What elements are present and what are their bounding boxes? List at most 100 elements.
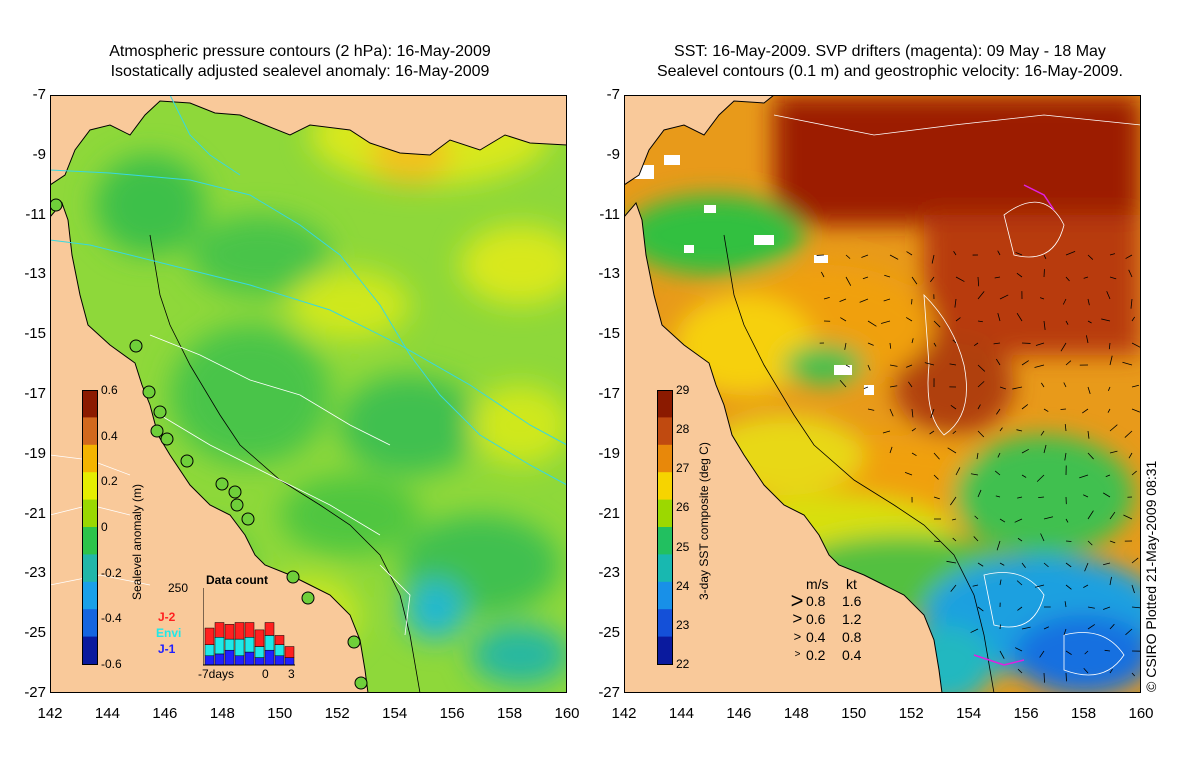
velocity-legend-ms: 0.4 — [806, 629, 826, 645]
velocity-arrow — [977, 291, 985, 300]
histogram-bar-envi — [264, 635, 275, 651]
sealevel-colorbar-segment — [82, 527, 98, 555]
velocity-arrow — [1021, 626, 1031, 630]
sealevel-colorbar-tick: -0.4 — [101, 611, 122, 626]
velocity-arrow — [911, 338, 914, 344]
velocity-arrow — [882, 430, 891, 434]
velocity-legend-kt: 0.8 — [842, 629, 862, 645]
velocity-arrow — [1065, 276, 1070, 282]
left-x-tick: 142 — [37, 705, 63, 722]
left-y-tick: -25 — [24, 624, 46, 642]
velocity-arrow — [1084, 650, 1089, 655]
velocity-arrow — [950, 584, 957, 592]
velocity-arrow — [1038, 496, 1045, 499]
velocity-arrow — [839, 298, 847, 303]
velocity-arrow — [974, 515, 979, 520]
velocity-arrow — [1102, 492, 1111, 498]
velocity-legend-kt: 0.4 — [842, 647, 862, 663]
velocity-arrow — [1021, 404, 1029, 410]
sst-colorbar-tick: 22 — [676, 657, 690, 671]
sst-colorbar-tick: 24 — [676, 578, 690, 593]
right-x-tick: 150 — [841, 705, 867, 722]
pressure-contour — [50, 169, 567, 486]
sealevel-contour — [50, 574, 151, 586]
left-y-tick: -9 — [32, 145, 46, 163]
histogram-bar-j1 — [204, 655, 215, 666]
velocity-arrow — [1087, 430, 1090, 439]
velocity-arrow — [1065, 518, 1069, 523]
velocity-arrow — [970, 473, 979, 476]
velocity-arrow — [955, 317, 961, 322]
velocity-arrow — [904, 472, 913, 476]
velocity-arrow — [999, 386, 1007, 390]
right-y-tick: -21 — [598, 504, 620, 522]
sst-colorbar — [657, 390, 673, 665]
velocity-arrow — [952, 339, 957, 344]
velocity-arrow — [973, 536, 979, 542]
velocity-arrow — [1109, 355, 1113, 366]
velocity-arrow — [1101, 318, 1111, 322]
sst-colorbar-tick: 26 — [676, 500, 690, 515]
left-x-tick: 150 — [267, 705, 293, 722]
velocity-arrow — [933, 452, 940, 460]
velocity-arrow — [1087, 320, 1092, 324]
velocity-arrow — [999, 294, 1009, 300]
velocity-arrow — [1131, 672, 1136, 677]
velocity-arrow — [906, 364, 913, 368]
velocity-arrow — [1083, 584, 1089, 588]
velocity-arrow — [946, 560, 957, 564]
velocity-arrow — [994, 470, 1001, 476]
velocity-legend-ms: 0.6 — [806, 611, 826, 627]
sealevel-colorbar-tick: 0.4 — [101, 428, 118, 443]
sealevel-colorbar — [82, 390, 98, 665]
velocity-arrow — [952, 518, 957, 521]
velocity-arrow — [1043, 516, 1054, 520]
velocity-arrow — [933, 540, 940, 543]
histogram-bar-envi — [204, 644, 215, 657]
velocity-arrow — [839, 379, 847, 388]
velocity-arrow — [1123, 514, 1133, 520]
sst-colorbar-tick: 25 — [676, 539, 690, 554]
velocity-arrow — [861, 254, 869, 258]
velocity-arrow — [889, 254, 899, 260]
sealevel-contour — [159, 414, 381, 536]
velocity-arrow — [867, 408, 875, 411]
velocity-arrow — [1017, 496, 1023, 499]
pressure-contour — [50, 239, 567, 446]
histogram-bar-j2 — [214, 622, 225, 638]
sealevel-contour — [773, 114, 1141, 136]
velocity-legend-arrow-icon: > — [792, 609, 803, 628]
velocity-arrow — [1035, 342, 1045, 346]
left-y-tick: -11 — [25, 205, 46, 223]
velocity-arrow — [1109, 540, 1116, 544]
velocity-arrow — [1016, 312, 1023, 322]
velocity-arrow — [1109, 450, 1118, 454]
left-y-tick: -19 — [24, 444, 46, 462]
sst-map — [624, 95, 1141, 693]
velocity-arrow — [908, 381, 913, 388]
velocity-arrow — [950, 496, 957, 506]
velocity-arrow — [1021, 474, 1027, 478]
velocity-arrow — [977, 489, 982, 498]
sealevel-colorbar-tick: -0.2 — [101, 565, 122, 580]
velocity-arrow — [867, 364, 871, 371]
velocity-arrow — [1104, 649, 1111, 652]
velocity-arrow — [1021, 448, 1029, 454]
sst-colorbar-segment — [657, 554, 673, 583]
histogram-bar-j2 — [234, 622, 245, 640]
velocity-arrow — [996, 540, 1001, 551]
velocity-arrow — [977, 381, 985, 388]
histogram-bar-j2 — [274, 635, 285, 645]
velocity-arrow — [1079, 474, 1089, 479]
velocity-arrow — [863, 386, 869, 390]
velocity-arrow — [867, 342, 874, 346]
pressure-contour — [169, 95, 241, 176]
tide-gauge-markers — [50, 198, 368, 690]
velocity-arrow — [995, 495, 1001, 498]
velocity-arrow — [1122, 361, 1133, 366]
sealevel-colorbar-segment — [82, 636, 98, 665]
drifter-track — [1023, 184, 1055, 211]
histogram-bar-j1 — [234, 655, 245, 666]
sst-colorbar-segment — [657, 444, 673, 473]
inset-x-label-start: -7days — [198, 667, 235, 681]
